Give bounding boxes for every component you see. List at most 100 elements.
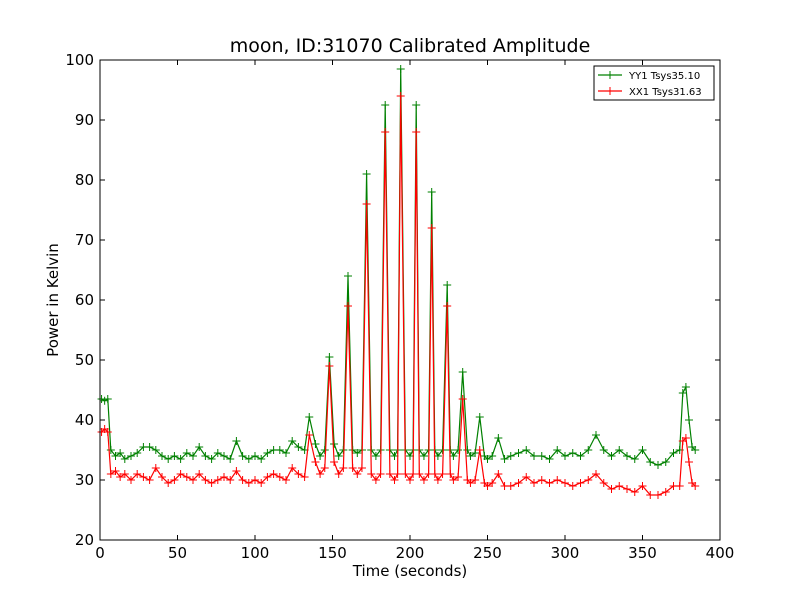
legend: YY1 Tsys35.10 XX1 Tsys31.63 [593, 65, 715, 101]
data-point [164, 479, 173, 487]
data-point [449, 452, 458, 460]
data-point [371, 452, 380, 460]
data-point [362, 200, 371, 208]
y-tick-label: 70 [75, 231, 94, 249]
data-point [213, 476, 222, 484]
data-point [344, 302, 352, 310]
data-point [300, 473, 309, 481]
data-point [257, 479, 266, 487]
data-point [545, 479, 554, 487]
data-point [111, 452, 120, 460]
data-point [685, 416, 693, 424]
data-point [553, 446, 562, 454]
data-point [294, 443, 303, 451]
data-point [275, 473, 284, 481]
data-point [269, 470, 278, 478]
data-point [638, 446, 647, 454]
data-point [201, 476, 210, 484]
data-point [500, 455, 509, 463]
y-tick-label: 30 [75, 471, 94, 489]
legend-marker [606, 87, 614, 95]
x-axis-label: Time (seconds) [352, 562, 468, 580]
x-tick-label: 200 [396, 544, 425, 562]
data-point [103, 428, 112, 436]
data-point [576, 479, 585, 487]
data-point [427, 224, 436, 232]
data-point [257, 455, 266, 463]
data-point [263, 473, 272, 481]
data-point [170, 476, 179, 484]
data-point [584, 476, 593, 484]
data-point [226, 455, 235, 463]
data-point [232, 467, 241, 475]
x-tick-label: 250 [473, 544, 502, 562]
data-point [488, 479, 497, 487]
data-point [446, 470, 455, 478]
data-point [396, 65, 405, 73]
data-point [599, 479, 608, 487]
data-point [661, 458, 670, 466]
data-point [238, 452, 247, 460]
data-point [654, 461, 662, 469]
data-point [111, 467, 120, 475]
chart-title: moon, ID:31070 Calibrated Amplitude [230, 35, 591, 57]
data-point [537, 476, 546, 484]
data-point [466, 479, 475, 487]
data-point [325, 362, 334, 370]
data-point [443, 302, 452, 310]
data-point [381, 101, 390, 109]
legend-box [593, 65, 715, 101]
data-point [220, 452, 228, 460]
data-point [561, 479, 569, 487]
data-point [475, 413, 484, 421]
data-point [353, 449, 362, 457]
data-point [458, 395, 467, 403]
data-point [406, 476, 414, 484]
data-point [201, 452, 210, 460]
data-point [251, 476, 259, 484]
data-point [282, 476, 290, 484]
data-point [164, 455, 173, 463]
y-tick-label: 40 [75, 411, 94, 429]
data-point [390, 476, 399, 484]
data-point [433, 452, 442, 460]
data-point [494, 470, 503, 478]
data-point [320, 464, 329, 472]
data-point [545, 455, 554, 463]
data-point [127, 476, 135, 484]
data-point [311, 458, 320, 466]
x-tick-label: 50 [168, 544, 187, 562]
data-point [419, 476, 428, 484]
data-point [412, 101, 421, 109]
data-point [133, 449, 142, 457]
data-point [251, 452, 259, 460]
y-tick-label: 100 [65, 51, 94, 69]
data-point [681, 383, 690, 391]
data-point [288, 464, 297, 472]
data-point [675, 482, 684, 490]
data-point [316, 470, 325, 478]
data-point [522, 473, 531, 481]
data-point [330, 440, 339, 448]
data-point [320, 446, 329, 454]
data-point [170, 452, 179, 460]
data-point [325, 353, 334, 361]
data-point [120, 470, 129, 478]
y-tick-label: 90 [75, 111, 94, 129]
data-point [669, 449, 678, 457]
y-tick-label: 60 [75, 291, 94, 309]
data-point [506, 482, 515, 490]
data-point [463, 446, 472, 454]
data-point [226, 476, 235, 484]
data-point [646, 458, 655, 466]
data-point [443, 281, 452, 289]
ticks-layer: 0 50 100 150 200 250 300 350 400 20 30 40 50 60 70 80 90… [65, 51, 734, 562]
data-point [189, 476, 197, 484]
data-point [584, 446, 593, 454]
y-axis-label: Power in Kelvin [44, 243, 62, 357]
data-point [599, 446, 608, 454]
data-point [158, 473, 166, 481]
data-point [615, 446, 624, 454]
data-point [483, 482, 492, 490]
data-point [438, 470, 447, 478]
